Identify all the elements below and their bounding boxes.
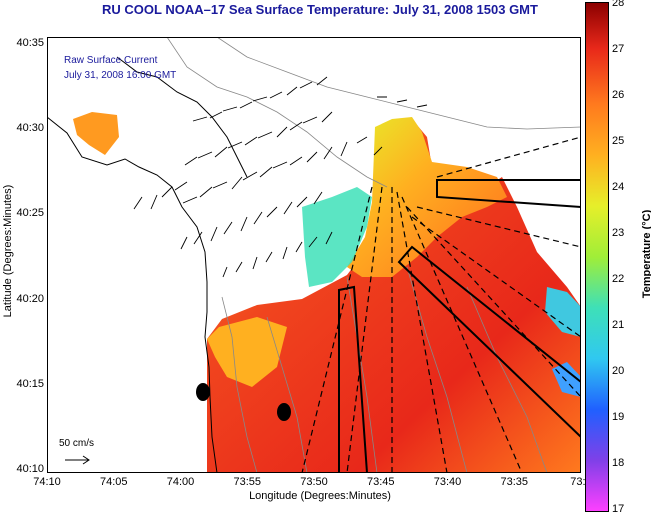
sst-cold-spot — [552, 362, 581, 397]
legend-scale-label: 50 cm/s — [59, 438, 95, 449]
survey-boxes — [338, 179, 581, 473]
sst-offshore-patch — [545, 287, 581, 337]
x-tick-label: 73:50 — [300, 476, 328, 488]
legend-current-time: July 31, 2008 16:00 GMT — [64, 70, 177, 81]
x-tick-label: 73:40 — [433, 476, 462, 488]
y-tick-label: 40:35 — [16, 37, 44, 49]
scale-arrow-icon — [65, 455, 90, 465]
temperature-colorbar — [585, 2, 609, 512]
x-tick-label: 74:05 — [99, 476, 128, 488]
buoy-marker-2 — [277, 403, 291, 421]
colorbar-scale — [585, 2, 609, 512]
y-tick-label: 40:25 — [16, 207, 44, 220]
sst-coastal-region — [207, 317, 287, 387]
buoy-marker-1 — [196, 383, 210, 401]
colorbar-tick: 24 — [612, 181, 625, 193]
surface-current-vectors — [133, 76, 428, 278]
colorbar-tick: 26 — [612, 89, 625, 101]
sst-mid-region — [347, 117, 507, 277]
colorbar-tick: 28 — [612, 0, 625, 9]
y-tick-label: 40:20 — [16, 292, 44, 305]
legend-current-title: Raw Surface Current — [64, 55, 158, 66]
sst-north-patch — [73, 112, 119, 155]
colorbar-tick: 25 — [612, 135, 625, 147]
colorbar-tick: 19 — [612, 411, 625, 423]
colorbar-label: Temperature (°C) — [641, 209, 651, 299]
map-title: RU COOL NOAA–17 Sea Surface Temperature:… — [102, 2, 538, 17]
colorbar-tick: 18 — [612, 457, 625, 469]
bathymetry-contours — [166, 37, 581, 473]
y-tick-label: 40:15 — [16, 377, 44, 390]
x-tick-label: 73:55 — [233, 476, 262, 488]
colorbar-tick: 21 — [612, 319, 625, 331]
x-tick-label: 73:45 — [366, 476, 395, 488]
sst-cool-region — [302, 187, 372, 287]
x-tick-label: 74:10 — [33, 476, 61, 488]
radial-dashed-lines — [301, 136, 581, 473]
colorbar-tick: 27 — [612, 43, 625, 55]
sst-warm-region — [207, 119, 581, 473]
colorbar-tick: 23 — [612, 227, 625, 239]
map-frame — [47, 37, 581, 473]
x-tick-label: 74:00 — [166, 476, 195, 488]
y-axis-label: Latitude (Degrees:Minutes) — [2, 184, 14, 318]
sst-map — [47, 37, 581, 473]
y-tick-label: 40:10 — [16, 463, 44, 475]
x-tick-label: 73:35 — [500, 476, 529, 488]
coastline — [47, 56, 248, 473]
colorbar-tick: 17 — [612, 503, 625, 515]
colorbar-tick: 20 — [612, 365, 625, 377]
x-axis-label: Longitude (Degrees:Minutes) — [249, 490, 391, 502]
y-tick-label: 40:30 — [16, 122, 44, 135]
colorbar-tick: 22 — [612, 273, 625, 285]
